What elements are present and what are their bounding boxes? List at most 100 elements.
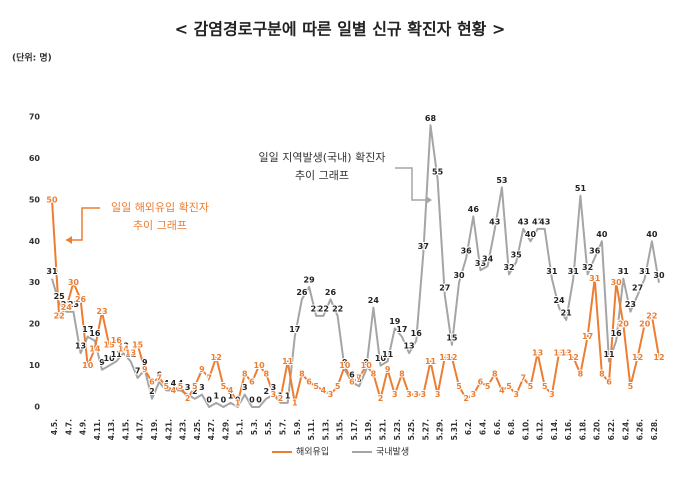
data-label: 2 bbox=[278, 394, 284, 403]
data-label: 2 bbox=[185, 394, 191, 403]
x-tick-label: 6.22. bbox=[607, 419, 616, 441]
data-label: 24 bbox=[553, 296, 565, 305]
y-tick-label: 10 bbox=[29, 361, 41, 370]
x-tick-label: 5.11. bbox=[307, 419, 316, 441]
data-label: 5 bbox=[178, 382, 184, 391]
data-label: 1 bbox=[235, 398, 241, 407]
data-label: 11 bbox=[603, 350, 615, 359]
data-label: 3 bbox=[513, 390, 519, 399]
data-label: 36 bbox=[461, 246, 473, 255]
data-label: 13 bbox=[553, 349, 564, 358]
y-tick-label: 60 bbox=[29, 154, 41, 163]
data-label: 3 bbox=[271, 390, 277, 399]
data-label: 5 bbox=[356, 375, 362, 384]
x-tick-label: 5.3. bbox=[250, 419, 259, 435]
data-label: 5 bbox=[221, 382, 227, 391]
data-label: 12 bbox=[568, 353, 579, 362]
x-tick-label: 6.24. bbox=[621, 419, 630, 441]
data-label: 13 bbox=[403, 342, 414, 351]
data-label: 7 bbox=[521, 374, 527, 383]
data-label: 11 bbox=[125, 350, 137, 359]
data-label: 40 bbox=[596, 230, 608, 239]
data-label: 12 bbox=[211, 353, 222, 362]
data-label: 43 bbox=[539, 217, 550, 226]
data-label: 1 bbox=[228, 391, 234, 400]
x-tick-label: 4.13. bbox=[107, 419, 116, 441]
data-label: 22 bbox=[311, 304, 322, 313]
data-label: 17 bbox=[289, 325, 300, 334]
data-label: 8 bbox=[399, 369, 405, 378]
data-label: 2 bbox=[149, 387, 155, 396]
data-label: 9 bbox=[142, 365, 148, 374]
x-tick-label: 5.15. bbox=[336, 419, 345, 441]
annotation: 일일 지역발생(국내) 확진자 bbox=[259, 150, 386, 164]
data-label: 23 bbox=[68, 300, 79, 309]
data-label: 43 bbox=[489, 217, 500, 226]
data-label: 6 bbox=[149, 378, 155, 387]
x-tick-label: 6.4. bbox=[478, 419, 487, 435]
data-label: 10 bbox=[254, 361, 266, 370]
data-label: 31 bbox=[639, 267, 651, 276]
data-label: 17 bbox=[82, 325, 93, 334]
data-label: 6 bbox=[156, 371, 162, 380]
data-label: 31 bbox=[46, 267, 58, 276]
data-label: 13 bbox=[532, 349, 543, 358]
data-label: 1 bbox=[213, 391, 219, 400]
x-tick-label: 5.27. bbox=[421, 419, 430, 441]
x-tick-label: 4.23. bbox=[179, 419, 188, 441]
data-label: 40 bbox=[646, 230, 658, 239]
y-tick-label: 50 bbox=[29, 195, 41, 204]
data-label: 13 bbox=[118, 342, 129, 351]
data-label: 6 bbox=[478, 378, 484, 387]
data-label: 30 bbox=[453, 271, 465, 280]
x-tick-label: 6.2. bbox=[464, 419, 473, 435]
data-label: 13 bbox=[75, 342, 86, 351]
data-label: 40 bbox=[525, 230, 537, 239]
data-label: 8 bbox=[578, 369, 584, 378]
x-tick-label: 5.21. bbox=[378, 419, 387, 441]
data-label: 13 bbox=[125, 349, 136, 358]
data-label: 25 bbox=[54, 292, 66, 301]
data-label: 26 bbox=[75, 295, 87, 304]
x-tick-label: 4.15. bbox=[121, 419, 130, 441]
data-label: 31 bbox=[589, 274, 601, 283]
data-label: 22 bbox=[54, 311, 65, 320]
data-label: 2 bbox=[378, 394, 384, 403]
data-label: 17 bbox=[582, 332, 593, 341]
x-tick-label: 6.12. bbox=[536, 419, 545, 441]
data-label: 11 bbox=[425, 357, 437, 366]
data-label: 23 bbox=[96, 307, 107, 316]
series-line bbox=[51, 124, 660, 408]
data-label: 20 bbox=[618, 320, 630, 329]
data-label: 68 bbox=[425, 114, 437, 123]
x-tick-label: 4.5. bbox=[50, 419, 59, 435]
data-label: 19 bbox=[389, 317, 401, 326]
data-label: 31 bbox=[568, 267, 580, 276]
data-label: 55 bbox=[432, 168, 444, 177]
y-tick-label: 40 bbox=[29, 237, 41, 246]
data-label: 3 bbox=[435, 390, 441, 399]
data-label: 6 bbox=[249, 378, 255, 387]
data-label: 16 bbox=[611, 329, 623, 338]
data-label: 4 bbox=[171, 386, 177, 395]
data-label: 53 bbox=[496, 176, 507, 185]
data-label: 11 bbox=[382, 350, 394, 359]
data-label: 10 bbox=[82, 361, 94, 370]
x-tick-label: 6.16. bbox=[564, 419, 573, 441]
data-label: 11 bbox=[282, 357, 294, 366]
data-label: 33 bbox=[475, 259, 486, 268]
data-label: 3 bbox=[328, 390, 334, 399]
data-label: 3 bbox=[185, 383, 191, 392]
y-tick-label: 70 bbox=[29, 113, 41, 122]
data-label: 26 bbox=[325, 288, 337, 297]
data-label: 22 bbox=[318, 304, 329, 313]
series-line bbox=[51, 199, 660, 404]
x-tick-label: 5.23. bbox=[393, 419, 402, 441]
data-label: 12 bbox=[446, 353, 457, 362]
data-label: 16 bbox=[411, 329, 423, 338]
data-label: 26 bbox=[296, 288, 308, 297]
data-label: 31 bbox=[618, 267, 630, 276]
data-label: 5 bbox=[456, 382, 462, 391]
x-tick-label: 5.13. bbox=[321, 419, 330, 441]
